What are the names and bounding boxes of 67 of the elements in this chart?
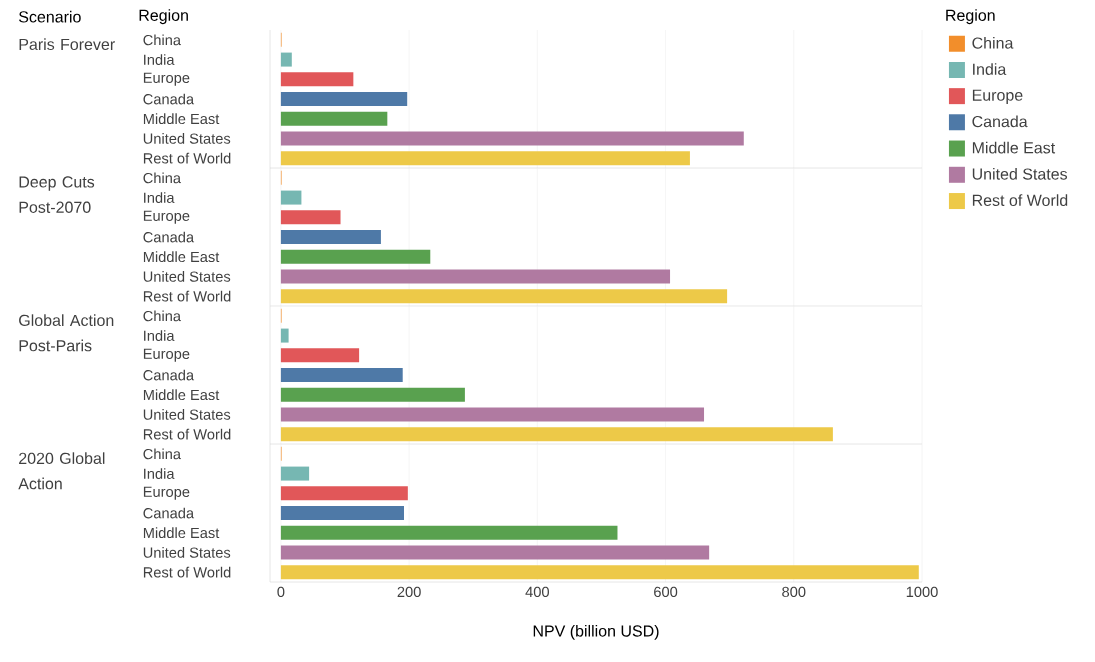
y-tick-label: India [144, 330, 175, 341]
bar [280, 565, 919, 580]
y-tick-label: United States [143, 133, 231, 144]
y-tick-label: United States [143, 547, 231, 558]
bar [280, 348, 360, 363]
bar [280, 328, 289, 343]
y-tick-label: Rest of World [143, 428, 231, 440]
bar [280, 210, 341, 225]
legend-label: Europe [972, 89, 1023, 104]
legend-label: Canada [972, 115, 1028, 128]
y-tick-label: China [143, 172, 182, 184]
text: Paris Forever [19, 38, 115, 51]
y-tick-label: Middle East [143, 389, 220, 401]
text: 2020 Global Action [18, 452, 105, 490]
legend-label: Middle East [972, 141, 1056, 154]
y-tick-label: Middle East [143, 527, 220, 539]
legend-label: Rest of World [972, 194, 1068, 206]
y-tick-label: Canada [143, 93, 195, 105]
y-tick-label: China [143, 448, 182, 460]
x-tick-label: 0 [277, 586, 285, 598]
bar [280, 230, 381, 245]
y-tick-label: Middle East [143, 251, 220, 263]
bar [280, 368, 403, 383]
bar [280, 525, 618, 540]
bar [280, 545, 710, 560]
y-tick-label: United States [143, 271, 231, 282]
x-tick-label: 800 [782, 586, 806, 598]
bar [280, 427, 833, 442]
legend-title: Region [946, 9, 995, 25]
bar [280, 506, 404, 521]
bar [280, 387, 465, 402]
y-tick-label: Middle East [143, 113, 220, 125]
bar [280, 190, 302, 205]
y-tick-label: India [144, 192, 175, 203]
text: Region [139, 9, 188, 25]
bar [280, 269, 671, 284]
y-tick-label: Europe [143, 210, 190, 224]
bar [280, 289, 728, 304]
text: Scenario [19, 10, 81, 23]
y-tick-label: Canada [143, 231, 195, 243]
y-tick-label: Rest of World [143, 566, 231, 578]
text: Deep Cuts Post-2070 [19, 176, 95, 213]
y-tick-label: Canada [143, 507, 195, 519]
y-tick-label: Rest of World [143, 290, 231, 302]
text: Global Action Post-Paris [19, 314, 114, 352]
y-tick-label: Europe [143, 348, 190, 362]
legend-label: India [973, 63, 1007, 75]
x-tick-label: 1000 [906, 586, 938, 598]
x-tick-label: 400 [525, 586, 549, 598]
y-tick-label: China [143, 310, 182, 322]
bar [280, 486, 408, 501]
y-tick-label: India [144, 468, 175, 479]
y-tick-label: China [143, 34, 182, 46]
y-tick-label: Rest of World [143, 152, 231, 164]
y-tick-label: United States [143, 409, 231, 420]
legend-label: United States [972, 168, 1068, 180]
legend-label: China [972, 36, 1014, 49]
y-tick-label: Europe [143, 486, 190, 500]
x-tick-label: 200 [397, 586, 421, 598]
bar [280, 466, 310, 481]
y-tick-label: Europe [143, 72, 190, 86]
y-tick-label: Canada [143, 369, 195, 381]
x-tick-label: 600 [654, 586, 678, 598]
bar [280, 407, 705, 422]
x-axis-title: NPV (billion USD) [533, 624, 659, 640]
bar [280, 249, 431, 264]
y-tick-label: India [144, 54, 175, 65]
